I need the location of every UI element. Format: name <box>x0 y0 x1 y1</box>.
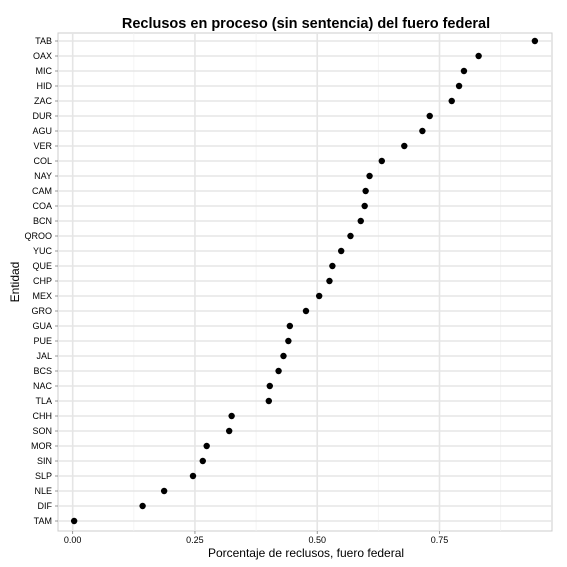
y-tick-labels: TAB OAX MIC HID ZAC DUR AGU VER COL NAY CAM COA BCN Q… <box>24 36 58 526</box>
data-point-yuc <box>337 247 345 255</box>
y-tick-label: SIN <box>37 456 52 466</box>
y-tick-label: BCS <box>33 366 52 376</box>
y-tick-label: SON <box>32 426 52 436</box>
y-tick-label: BCN <box>33 216 52 226</box>
y-tick-label: MEX <box>32 291 52 301</box>
data-point-pue <box>285 337 292 345</box>
y-tick-label: CHH <box>33 411 53 421</box>
data-point-slp <box>189 472 197 480</box>
data-point-nac <box>266 382 273 390</box>
y-tick-label: OAX <box>33 51 52 61</box>
y-tick-label: QUE <box>32 261 52 271</box>
data-point-sin <box>199 457 206 465</box>
y-axis-title: Entidad <box>8 262 22 303</box>
data-point-son <box>225 427 233 435</box>
y-tick-label: NLE <box>34 486 52 496</box>
data-point-mic <box>460 67 468 75</box>
data-points <box>70 37 539 525</box>
y-tick-label: CAM <box>32 186 52 196</box>
data-point-nle <box>160 487 168 495</box>
y-tick-label: COL <box>33 156 52 166</box>
y-tick-label: VER <box>33 141 52 151</box>
data-point-tla <box>265 397 273 405</box>
x-tick-label: 0.75 <box>431 535 449 545</box>
y-tick-label: GUA <box>32 321 52 331</box>
y-tick-label: YUC <box>33 246 53 256</box>
chart-title: Reclusos en proceso (sin sentencia) del … <box>122 16 490 32</box>
data-point-que <box>329 262 336 270</box>
plot-panel <box>57 32 553 532</box>
x-tick-labels: 0.00 0.25 0.50 0.75 <box>64 531 448 545</box>
y-tick-label: CHP <box>33 276 52 286</box>
y-tick-label: NAC <box>33 381 53 391</box>
data-point-oax <box>475 52 482 60</box>
y-tick-label: PUE <box>33 336 52 346</box>
data-point-mor <box>203 442 210 450</box>
y-tick-label: MOR <box>31 441 52 451</box>
data-point-dif <box>139 502 146 510</box>
data-point-ver <box>401 142 408 150</box>
data-point-cam <box>362 187 369 195</box>
data-point-dur <box>426 112 433 120</box>
y-tick-label: ZAC <box>34 96 53 106</box>
data-point-gua <box>286 322 294 330</box>
data-point-zac <box>448 97 455 105</box>
y-tick-label: AGU <box>32 126 52 136</box>
data-point-col <box>378 157 385 165</box>
data-point-nay <box>366 172 373 180</box>
y-tick-label: SLP <box>35 471 52 481</box>
y-tick-label: GRO <box>31 306 52 316</box>
data-point-tab <box>531 37 539 45</box>
y-tick-label: JAL <box>36 351 52 361</box>
y-tick-label: QROO <box>24 231 52 241</box>
y-tick-label: DIF <box>38 501 53 511</box>
y-tick-label: TLA <box>35 396 52 406</box>
data-point-mex <box>315 292 323 300</box>
data-point-chh <box>228 412 235 420</box>
x-tick-label: 0.25 <box>186 535 204 545</box>
data-point-bcn <box>357 217 364 225</box>
y-tick-label: NAY <box>34 171 52 181</box>
grid-lines <box>58 33 552 531</box>
data-point-coa <box>361 202 368 210</box>
data-point-qroo <box>347 232 354 240</box>
x-axis-title: Porcentaje de reclusos, fuero federal <box>208 546 404 560</box>
x-tick-label: 0.00 <box>64 535 82 545</box>
data-point-chp <box>326 277 333 285</box>
data-point-bcs <box>275 367 282 375</box>
data-point-jal <box>280 352 287 360</box>
data-point-agu <box>419 127 426 135</box>
y-tick-label: MIC <box>36 66 53 76</box>
y-tick-label: TAM <box>34 516 52 526</box>
data-point-hid <box>455 82 463 90</box>
y-tick-label: HID <box>37 81 53 91</box>
data-point-gro <box>302 307 310 315</box>
data-point-tam <box>70 517 78 525</box>
y-tick-label: TAB <box>35 36 52 46</box>
y-tick-label: COA <box>32 201 52 211</box>
y-tick-label: DUR <box>33 111 53 121</box>
x-tick-label: 0.50 <box>308 535 326 545</box>
